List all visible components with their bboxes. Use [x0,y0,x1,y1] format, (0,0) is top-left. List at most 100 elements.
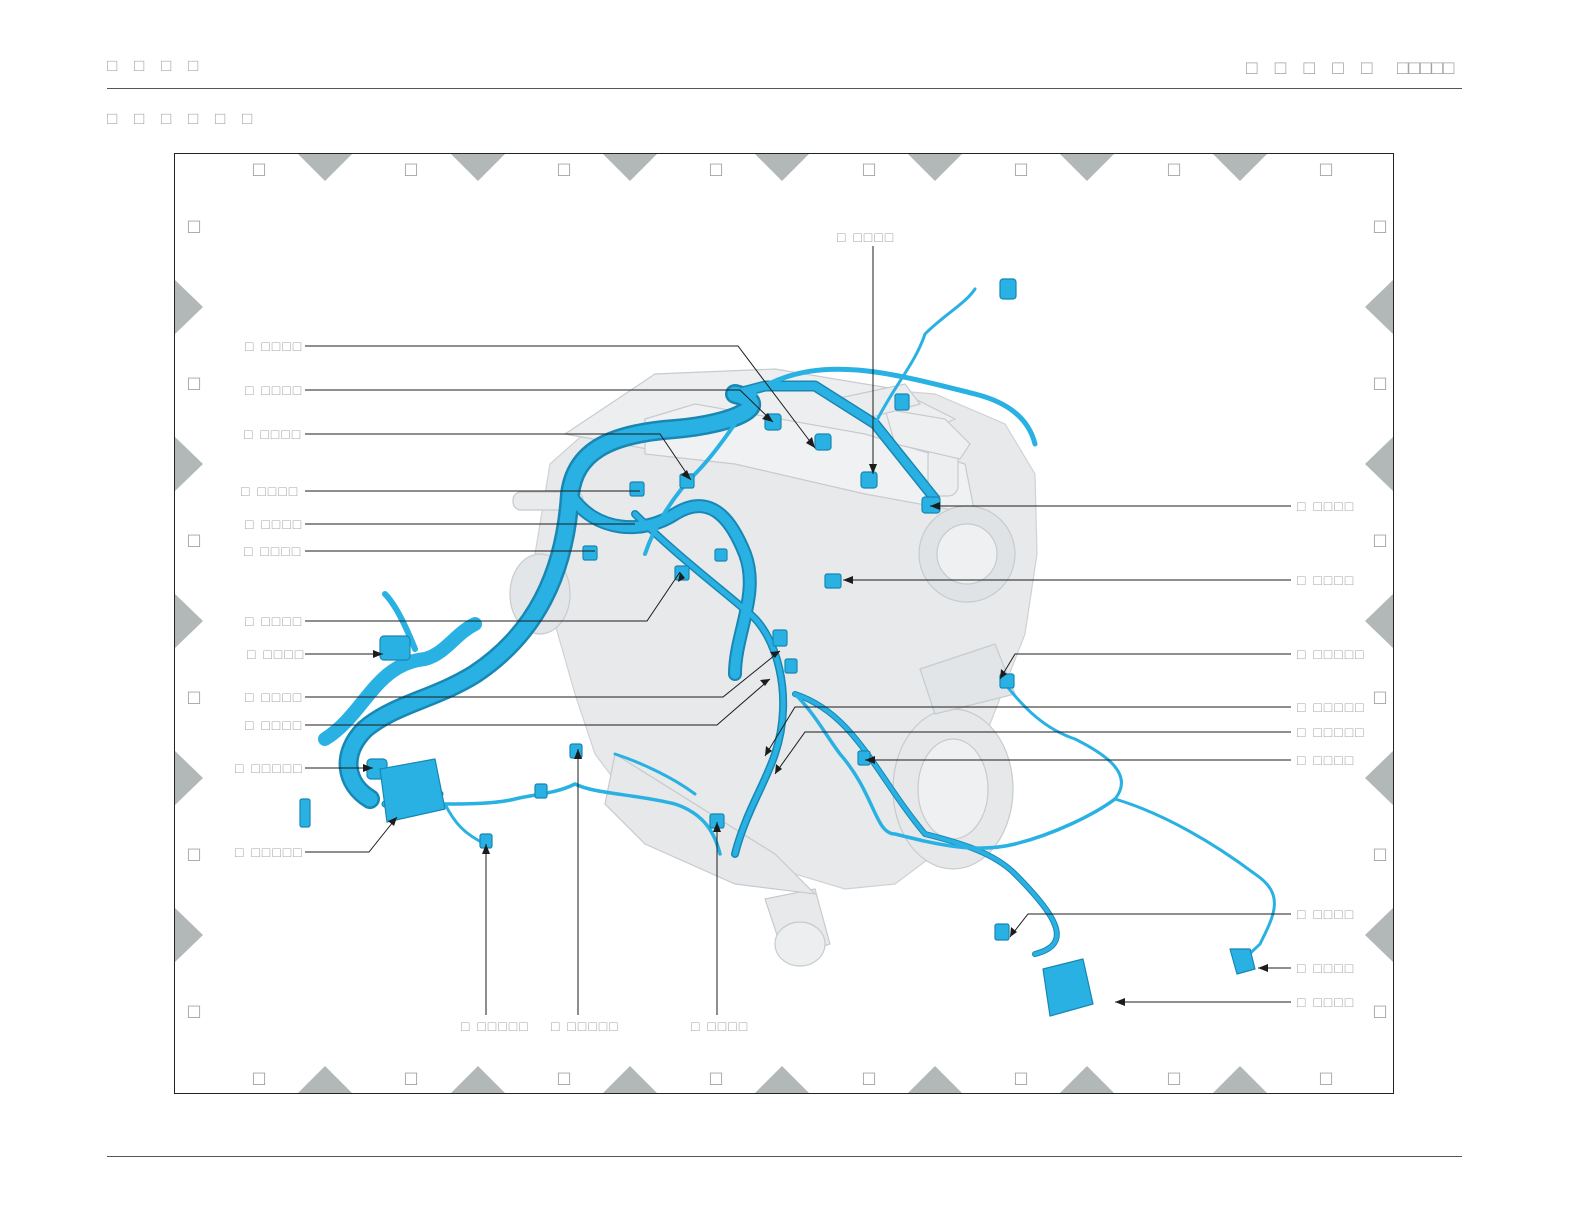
wiring-harness-part-33 [772,629,788,647]
wiring-harness-part-13 [762,366,1038,447]
zone-markers-part-6 [1060,154,1114,181]
zone-col-4: □ [708,159,723,178]
callout-left-11: □ □□□□□ [235,760,304,776]
section-title: □ □ □ □ [107,56,205,75]
zone-markers-part-23 [1365,751,1393,805]
leader-arrowheads-part-9 [574,749,582,759]
leader-lines-part-1 [305,345,816,449]
zone-markers-part-18 [175,751,203,805]
leader-lines-part-9 [305,650,781,698]
leader-arrowheads-part-20 [765,746,772,756]
callout-right-5: □ □□□□□ [1297,724,1366,740]
page-subtitle: □ □ □ □ □ □ [107,109,259,128]
callout-bottom-1: □ □□□□□ [461,1018,530,1034]
zone-markers-part-14 [1213,1066,1267,1093]
leader-arrowheads-part-15 [678,572,685,582]
wiring-harness-part-45 [379,635,411,661]
leader-lines-part-17 [764,706,1291,757]
callout-right-3: □ □□□□□ [1297,646,1366,662]
leader-arrowheads-part-7 [1115,998,1125,1006]
wiring-harness-part-17 [382,591,418,652]
zone-row-3-right: □ [1372,530,1387,549]
wiring-harness-part-15 [643,392,757,556]
leader-arrowheads-part-3 [930,502,940,510]
callout-left-3: □ □□□□ [244,426,303,442]
leader-lines-part-3 [305,433,692,481]
zone-markers-part-9 [451,1066,505,1093]
zone-row-2: □ [186,373,201,392]
leader-lines-part-20 [1009,913,1291,938]
zone-row-4: □ [186,687,201,706]
zone-markers-part-3 [603,154,657,181]
callout-left-1: □ □□□□ [245,338,304,354]
wiring-harness-part-30 [582,545,598,561]
zone-row-1: □ [186,216,201,235]
leader-arrowheads-part-21 [775,764,782,774]
zone-col-3-bottom: □ [556,1068,571,1087]
wiring-harness-part-20 [1003,682,1123,801]
wiring-harness-part-49 [1229,948,1256,975]
zone-col-7-bottom: □ [1166,1068,1181,1087]
zone-markers-part-11 [755,1066,809,1093]
zone-markers-part-4 [755,154,809,181]
callout-right-2: □ □□□□ [1297,572,1356,588]
zone-markers-part-5 [908,154,962,181]
header-rule [107,88,1462,89]
zone-col-6-bottom: □ [1013,1068,1028,1087]
wiring-harness-part-25 [814,433,832,451]
leader-arrowheads-part-16 [770,651,780,658]
zone-col-3: □ [556,159,571,178]
wiring-harness-part-8 [565,489,755,679]
callout-left-6: □ □□□□ [244,543,303,559]
wiring-harness-part-35 [824,573,842,589]
wiring-harness-part-19 [793,692,1117,850]
wiring-harness [299,278,1276,1017]
leader-arrowheads-part-11 [869,464,877,474]
zone-markers-part-19 [175,908,203,962]
zone-col-6: □ [1013,159,1028,178]
wiring-harness-part-14 [873,287,977,426]
callout-left-5: □ □□□□ [245,516,304,532]
zone-markers-part-2 [451,154,505,181]
leader-lines [305,246,1291,1015]
leader-arrowheads-part-17 [760,679,770,686]
zone-markers-part-22 [1365,594,1393,648]
callout-right-9: □ □□□□ [1297,994,1356,1010]
wiring-harness-part-34 [784,658,798,674]
wiring-harness-part-41 [534,783,548,799]
leader-arrowheads-part-13 [762,413,773,422]
zone-col-8: □ [1318,159,1333,178]
wiring-harness-part-32 [714,548,728,562]
leader-arrowheads-part-22 [1010,927,1017,937]
zone-row-2-right: □ [1372,373,1387,392]
zone-row-5: □ [186,844,201,863]
wiring-harness-part-44 [994,923,1010,941]
callout-left-8: □ □□□□ [247,646,306,662]
callout-right-7: □ □□□□ [1297,906,1356,922]
callout-left-4: □ □□□□ [241,483,300,499]
wiring-harness-part-22 [443,802,487,846]
wiring-harness-part-47 [379,758,446,823]
wiring-harness-part-31 [674,565,690,581]
zone-markers-part-21 [1365,437,1393,491]
zone-col-8-bottom: □ [1318,1068,1333,1087]
callout-left-10: □ □□□□ [245,717,304,733]
leader-arrowheads-part-6 [1258,964,1268,972]
zone-col-7: □ [1166,159,1181,178]
leader-arrowheads-part-4 [843,576,853,584]
wiring-harness-part-23 [613,752,697,796]
zone-markers-part-15 [175,280,203,334]
zone-markers-part-7 [1213,154,1267,181]
leader-lines-part-2 [305,389,774,423]
callout-right-1: □ □□□□ [1297,498,1356,514]
zone-col-1-bottom: □ [251,1068,266,1087]
zone-col-2: □ [403,159,418,178]
footer-rule [107,1156,1462,1157]
zone-row-6: □ [186,1001,201,1020]
page-code: □□□□□ [1397,58,1455,79]
zone-markers-part-16 [175,437,203,491]
zone-col-5: □ [861,159,876,178]
callout-right-4: □ □□□□□ [1297,699,1366,715]
wiring-harness-part-9 [731,382,939,503]
wiring-harness-part-37 [894,393,910,411]
